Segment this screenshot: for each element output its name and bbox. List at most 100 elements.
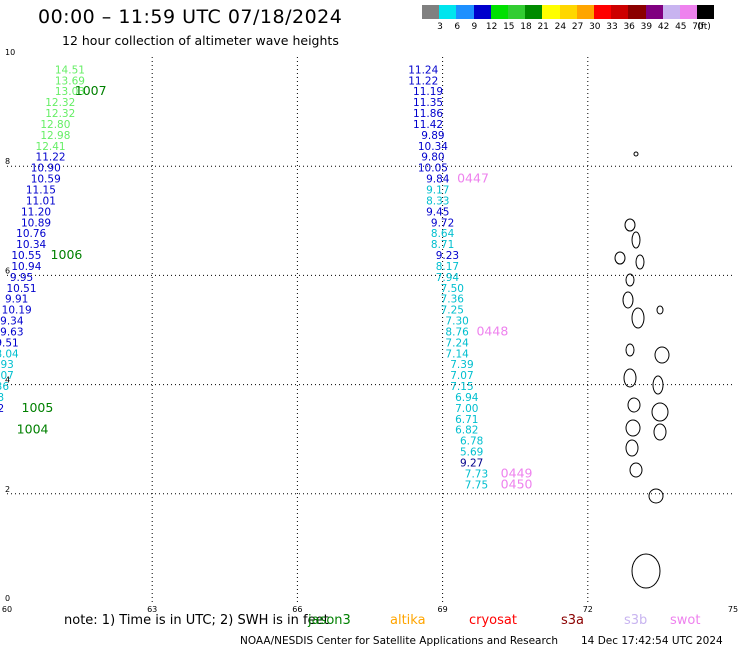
- swh-value: 8.64: [431, 228, 455, 240]
- legend-swatch: [628, 5, 646, 19]
- legend-label: 9: [471, 22, 478, 32]
- swh-value: 9.63: [0, 326, 23, 338]
- swh-value: 12.32: [45, 108, 75, 120]
- pass-time: 0448: [476, 323, 508, 338]
- y-tick-label: 8: [5, 157, 10, 166]
- swh-value: 9.89: [421, 130, 444, 142]
- swh-value: 10.34: [16, 239, 46, 251]
- swh-value: 11.86: [413, 108, 443, 120]
- x-tick-label: 66: [292, 605, 302, 614]
- island-outline: [652, 375, 664, 395]
- island-outline: [624, 218, 636, 232]
- pass-time: 1005: [22, 400, 54, 415]
- pass-time: 1006: [51, 247, 83, 262]
- island-outline: [629, 462, 643, 478]
- swh-value: 12.32: [45, 97, 75, 109]
- swh-value: 9.72: [431, 217, 454, 229]
- legend-swatch: [439, 5, 457, 19]
- legend-swatch: [542, 5, 560, 19]
- legend-label: 3: [437, 22, 443, 32]
- legend-label: 27: [571, 22, 584, 32]
- swh-value: 10.05: [418, 163, 448, 175]
- x-tick-label: 72: [583, 605, 593, 614]
- swh-value: 11.19: [413, 86, 443, 98]
- swh-value: 11.24: [408, 64, 438, 76]
- swh-value: 7.36: [0, 381, 9, 393]
- swh-value: 12.41: [36, 141, 66, 153]
- swh-value: 11.35: [413, 97, 443, 109]
- note-text: note: 1) Time is in UTC; 2) SWH is in fe…: [64, 613, 329, 628]
- satellite-s3a: s3a: [561, 613, 585, 628]
- legend-swatch: [594, 5, 612, 19]
- legend-label: 39: [640, 22, 653, 32]
- swh-value: 7.24: [445, 337, 469, 349]
- pass-time: 0449: [501, 465, 533, 480]
- satellite-s3b: s3b: [624, 613, 648, 628]
- island-outline: [625, 343, 635, 357]
- swh-value: 11.22: [36, 152, 66, 164]
- island-outline: [622, 291, 634, 309]
- legend-swatch: [422, 5, 440, 19]
- swh-value: 7.00: [455, 403, 478, 415]
- swh-value: 9.45: [426, 206, 449, 218]
- satellite-swot: swot: [670, 613, 701, 628]
- legend-label: 21: [537, 22, 549, 32]
- swh-value: 6.82: [455, 425, 478, 437]
- x-tick-label: 69: [438, 605, 448, 614]
- swh-value: 11.42: [413, 119, 443, 131]
- island-outline: [614, 251, 626, 265]
- swh-value: 10.76: [16, 228, 46, 240]
- legend-swatch: [680, 5, 698, 19]
- swh-value: 10.89: [21, 217, 51, 229]
- legend-swatch: [508, 5, 526, 19]
- legend-label: 12: [485, 22, 498, 32]
- island-outline: [625, 419, 641, 437]
- swh-value: 11.01: [26, 195, 56, 207]
- legend-swatch: [662, 5, 680, 19]
- island-outline: [651, 402, 669, 422]
- swh-value: 10.19: [2, 305, 32, 317]
- swh-value: 10.90: [31, 163, 61, 175]
- legend-swatch: [473, 5, 491, 19]
- legend-label: 33: [606, 22, 618, 32]
- swh-value: 10.34: [418, 141, 448, 153]
- swh-value: 11.22: [408, 75, 438, 87]
- generated-timestamp: 14 Dec 17:42:54 UTC 2024: [581, 635, 723, 647]
- island-outline: [631, 553, 661, 589]
- legend-label: 45: [675, 22, 687, 32]
- satellite-cryosat: cryosat: [469, 613, 517, 628]
- swh-value: 7.39: [450, 359, 473, 371]
- x-tick-label: 75: [728, 605, 738, 614]
- island-outline: [631, 231, 641, 249]
- island-outline: [623, 368, 637, 388]
- swh-value: 9.34: [0, 316, 24, 328]
- swh-value: 9.22: [0, 403, 4, 415]
- legend-swatch: [456, 5, 474, 19]
- island-outline: [631, 307, 645, 329]
- swh-value: 7.14: [445, 348, 469, 360]
- island-outline: [656, 305, 664, 315]
- pass-time: 0450: [501, 476, 533, 491]
- swh-value: 14.51: [55, 64, 85, 76]
- legend-swatch: [576, 5, 594, 19]
- swh-value: 6.94: [455, 392, 479, 404]
- swh-value: 7.94: [436, 272, 460, 284]
- swh-value: 8.76: [445, 326, 469, 338]
- legend-label: 18: [520, 22, 532, 32]
- x-tick-label: 60: [2, 605, 12, 614]
- pass-time: 0447: [457, 171, 489, 186]
- swh-value: 5.69: [460, 447, 483, 459]
- swh-value: 12.80: [40, 119, 70, 131]
- island-outline: [654, 346, 670, 364]
- island-outline: [635, 254, 645, 270]
- legend-swatch: [645, 5, 663, 19]
- pass-time: 1007: [75, 83, 107, 98]
- x-tick-label: 63: [147, 605, 157, 614]
- swh-value: 10.94: [11, 261, 41, 273]
- legend-swatch: [697, 5, 715, 19]
- legend-label: 24: [554, 22, 567, 32]
- swh-value: 9.91: [5, 294, 28, 306]
- swh-value: 6.71: [455, 414, 478, 426]
- legend-label: 6: [454, 22, 461, 32]
